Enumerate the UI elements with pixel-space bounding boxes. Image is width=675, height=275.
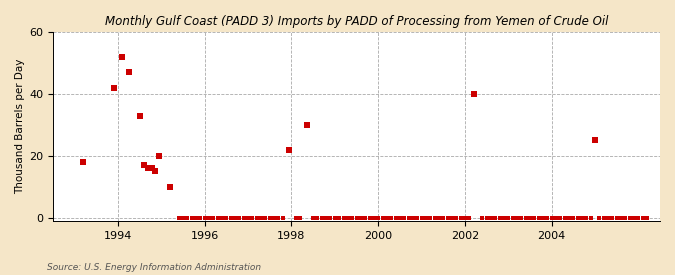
Y-axis label: Thousand Barrels per Day: Thousand Barrels per Day <box>15 59 25 194</box>
Title: Monthly Gulf Coast (PADD 3) Imports by PADD of Processing from Yemen of Crude Oi: Monthly Gulf Coast (PADD 3) Imports by P… <box>105 15 608 28</box>
Text: Source: U.S. Energy Information Administration: Source: U.S. Energy Information Administ… <box>47 263 261 272</box>
